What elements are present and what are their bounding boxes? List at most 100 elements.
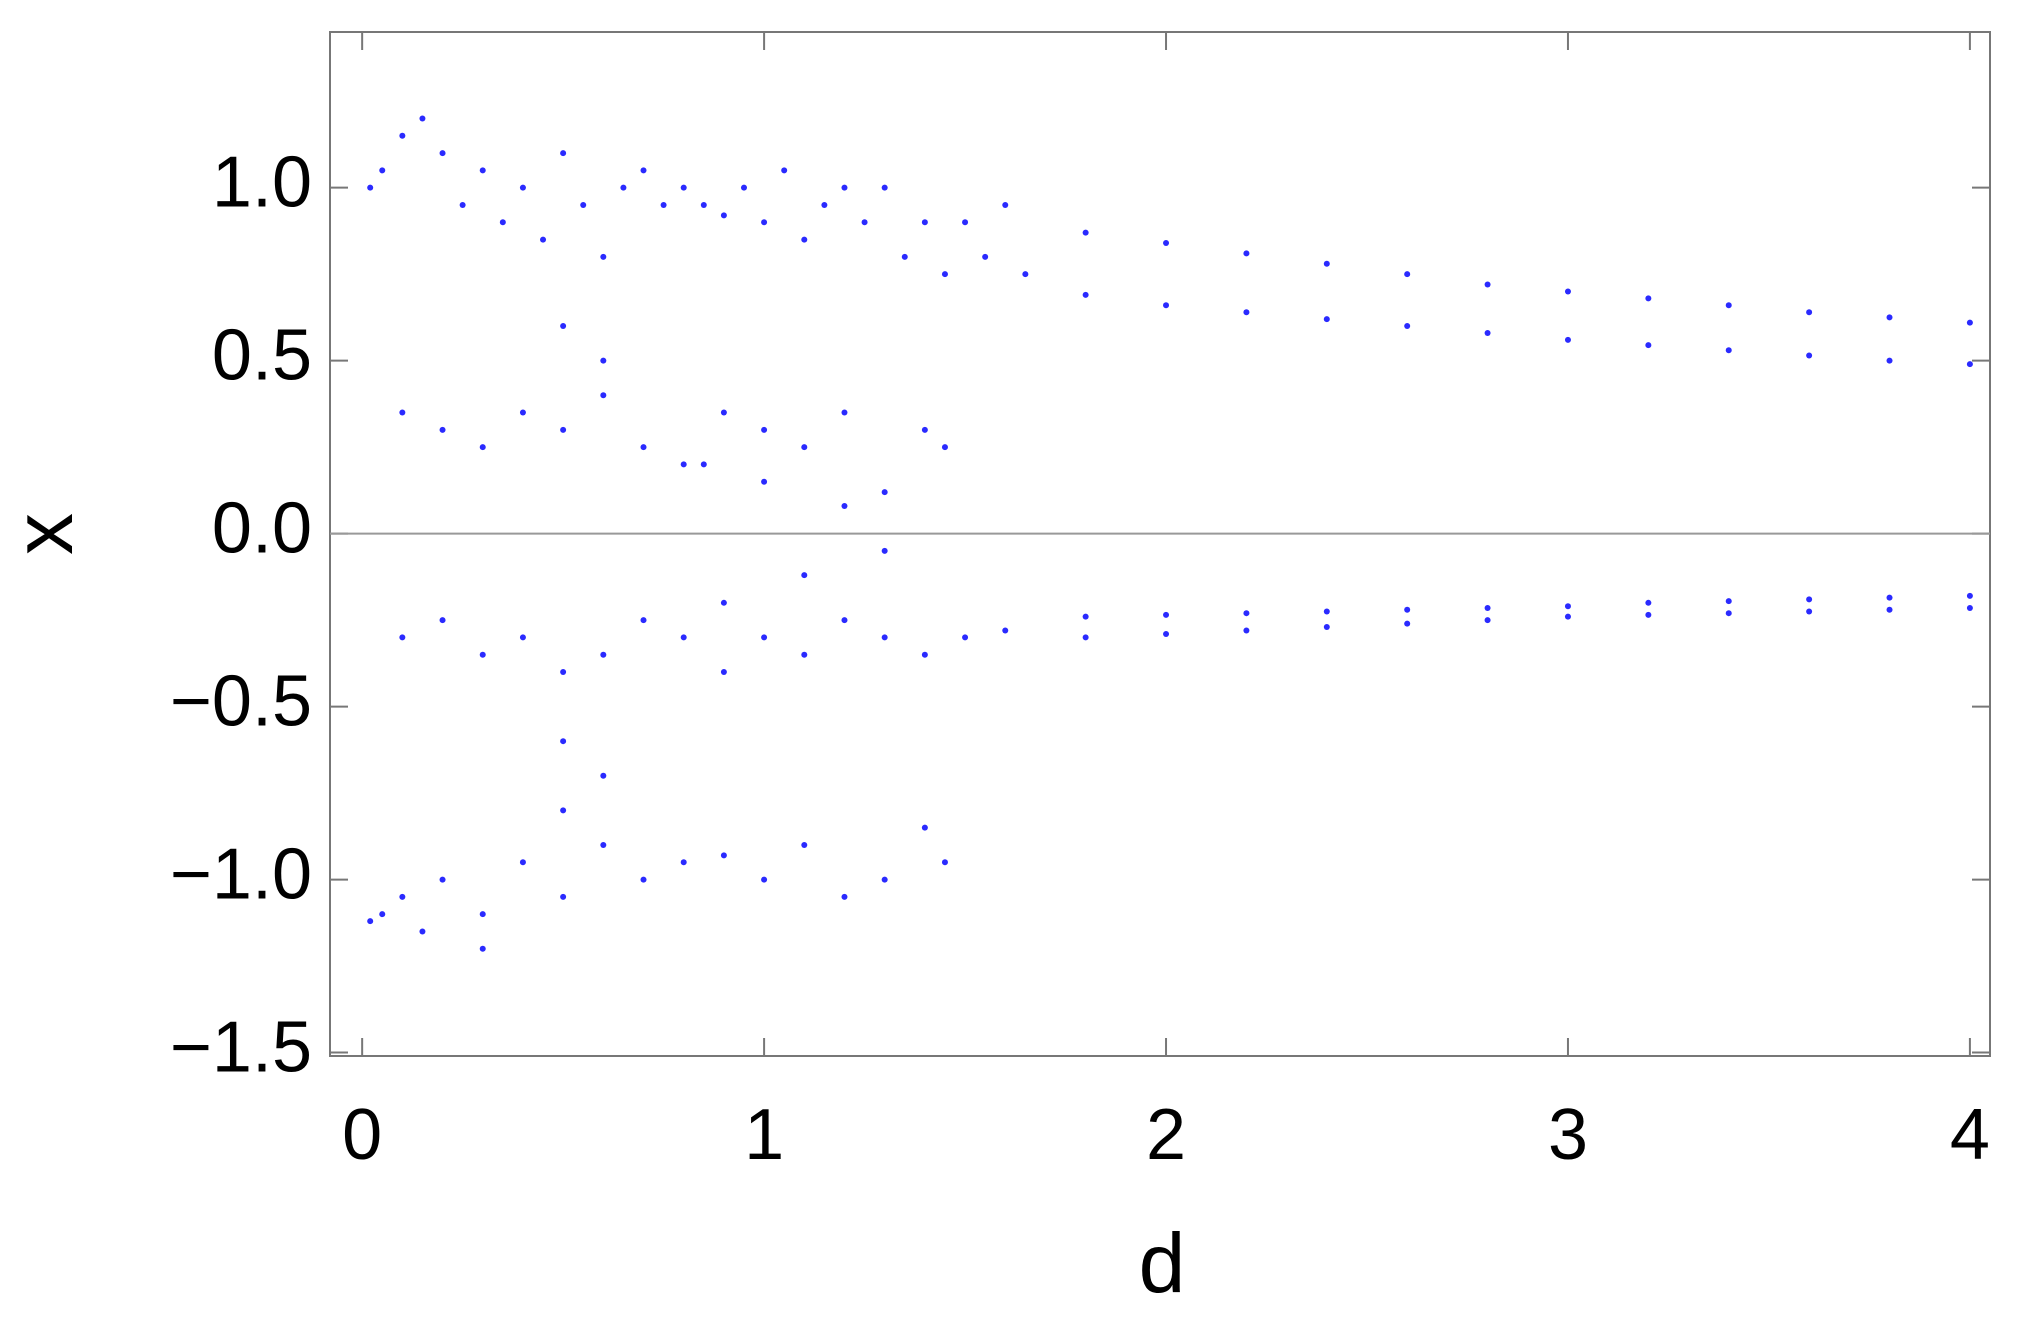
point: [761, 478, 768, 485]
point: [1564, 613, 1571, 620]
point: [761, 876, 768, 883]
point: [1163, 630, 1170, 637]
x-tick-label: 4: [1950, 1095, 1990, 1175]
x-tick-label: 0: [342, 1095, 382, 1175]
point: [1725, 610, 1732, 617]
point: [1725, 598, 1732, 605]
plot-frame: [329, 31, 1991, 1057]
point: [560, 738, 567, 745]
y-tick-label: −0.5: [170, 662, 312, 742]
point: [1966, 592, 1973, 599]
point: [720, 599, 727, 606]
point: [459, 201, 466, 208]
point: [700, 201, 707, 208]
point: [921, 426, 928, 433]
point: [1484, 605, 1491, 611]
point: [881, 547, 888, 554]
point: [640, 444, 647, 451]
point: [499, 219, 506, 226]
point: [941, 859, 948, 866]
point: [761, 219, 768, 226]
point: [640, 617, 647, 624]
point: [1323, 260, 1330, 267]
point: [600, 253, 607, 260]
point: [921, 219, 928, 226]
point: [640, 876, 647, 883]
point: [419, 928, 426, 935]
point: [700, 461, 707, 468]
point: [1484, 617, 1491, 624]
point: [801, 651, 808, 658]
point: [1484, 281, 1491, 288]
point: [1806, 608, 1813, 615]
point: [479, 651, 486, 658]
point: [1886, 314, 1893, 321]
point: [1022, 271, 1029, 278]
point: [600, 772, 607, 779]
point: [600, 651, 607, 658]
point: [1886, 594, 1893, 601]
point: [941, 271, 948, 278]
point: [640, 167, 647, 174]
point: [1404, 606, 1411, 613]
point: [1645, 342, 1652, 349]
x-tick-label: 3: [1548, 1095, 1588, 1175]
point: [660, 201, 667, 208]
point: [1404, 620, 1411, 627]
point: [1886, 357, 1893, 364]
point: [720, 409, 727, 416]
point: [580, 201, 587, 208]
point: [781, 167, 788, 174]
point: [841, 617, 848, 624]
point: [439, 426, 446, 433]
point: [881, 876, 888, 883]
point: [881, 184, 888, 191]
point: [560, 893, 567, 900]
y-tick-label: −1.0: [170, 835, 312, 915]
point: [379, 167, 386, 174]
point: [439, 617, 446, 624]
point: [600, 357, 607, 364]
point: [801, 841, 808, 848]
point: [439, 876, 446, 883]
y-axis-label: x: [0, 513, 90, 555]
point: [1323, 624, 1330, 631]
point: [1966, 605, 1973, 611]
point: [720, 852, 727, 859]
point: [962, 634, 969, 641]
point: [841, 502, 848, 509]
point: [560, 807, 567, 814]
point: [1806, 309, 1813, 316]
point: [841, 184, 848, 191]
point: [600, 841, 607, 848]
point: [861, 219, 868, 226]
point: [821, 201, 828, 208]
x-tick-label: 2: [1146, 1095, 1186, 1175]
point: [1806, 352, 1813, 359]
point: [560, 150, 567, 157]
x-axis-label: d: [1139, 1216, 1186, 1310]
point: [1966, 319, 1973, 326]
point: [841, 893, 848, 900]
point: [1002, 201, 1009, 208]
point: [399, 409, 406, 416]
point: [1082, 291, 1089, 298]
point: [1564, 336, 1571, 343]
point: [761, 634, 768, 641]
point: [479, 444, 486, 451]
point: [399, 634, 406, 641]
point: [982, 253, 989, 260]
point: [1243, 627, 1250, 634]
point: [1484, 329, 1491, 336]
point: [519, 184, 526, 191]
point: [560, 426, 567, 433]
x-tick-label: 1: [744, 1095, 784, 1175]
point: [1163, 611, 1170, 618]
point: [1082, 634, 1089, 641]
point: [1323, 608, 1330, 615]
point: [962, 219, 969, 226]
point: [1645, 611, 1652, 618]
point: [1725, 302, 1732, 309]
point: [399, 132, 406, 139]
point: [1082, 229, 1089, 236]
